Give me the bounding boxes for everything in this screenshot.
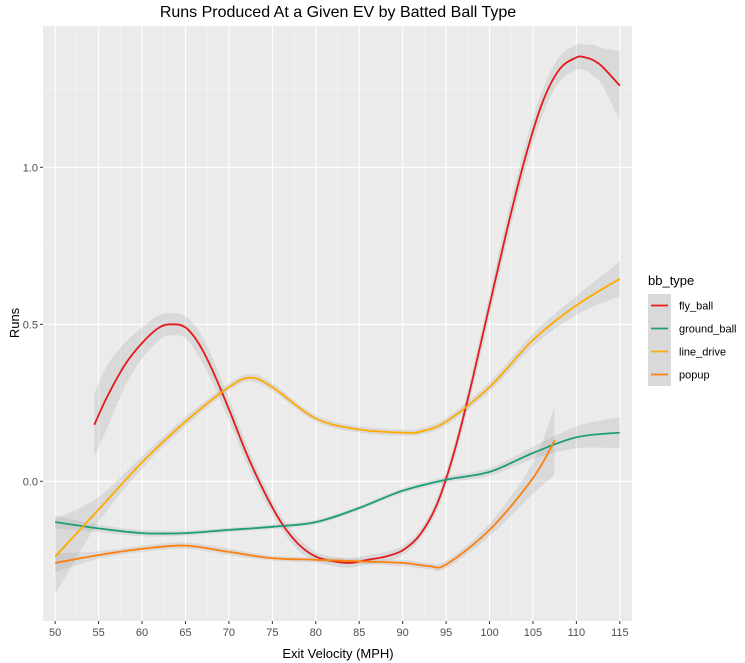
x-tick-label: 100 (480, 627, 498, 639)
x-tick-label: 95 (440, 627, 452, 639)
legend: bb_type fly_ball ground_ball line_drivepop… (648, 273, 737, 386)
series-line-line-drive (54, 278, 621, 558)
x-tick-label: 115 (611, 627, 629, 639)
legend-label-ground-ball: ground_ball (679, 324, 737, 336)
x-tick-label: 105 (524, 627, 542, 639)
x-tick-label: 70 (223, 627, 235, 639)
y-tick-label: 0.0 (23, 476, 38, 488)
x-tick-label: 50 (49, 627, 61, 639)
confidence-band-popup (55, 405, 555, 573)
series-line-popup (55, 440, 556, 569)
chart-title: Runs Produced At a Given EV by Batted Ba… (160, 4, 516, 21)
x-tick-label: 55 (92, 627, 104, 639)
y-tick-label: 0.5 (23, 319, 38, 331)
x-tick-label: 85 (353, 627, 365, 639)
x-tick-label: 60 (136, 627, 148, 639)
x-tick-label: 75 (266, 627, 278, 639)
x-axis-label: Exit Velocity (MPH) (282, 646, 393, 661)
legend-title: bb_type (648, 273, 694, 288)
x-tick-label: 80 (310, 627, 322, 639)
y-axis-label: Runs (7, 307, 22, 338)
x-tick-label: 110 (568, 627, 586, 639)
legend-label-popup: popup (679, 370, 710, 382)
legend-label-fly-ball: fly_ball (679, 301, 713, 313)
x-tick-label: 90 (397, 627, 409, 639)
legend-label-line-drive: line_drive (679, 347, 726, 359)
confidence-band-line-drive (55, 261, 620, 595)
series-line-ground-ball (55, 431, 620, 535)
x-tick-label: 65 (179, 627, 191, 639)
y-tick-label: 1.0 (23, 162, 38, 174)
